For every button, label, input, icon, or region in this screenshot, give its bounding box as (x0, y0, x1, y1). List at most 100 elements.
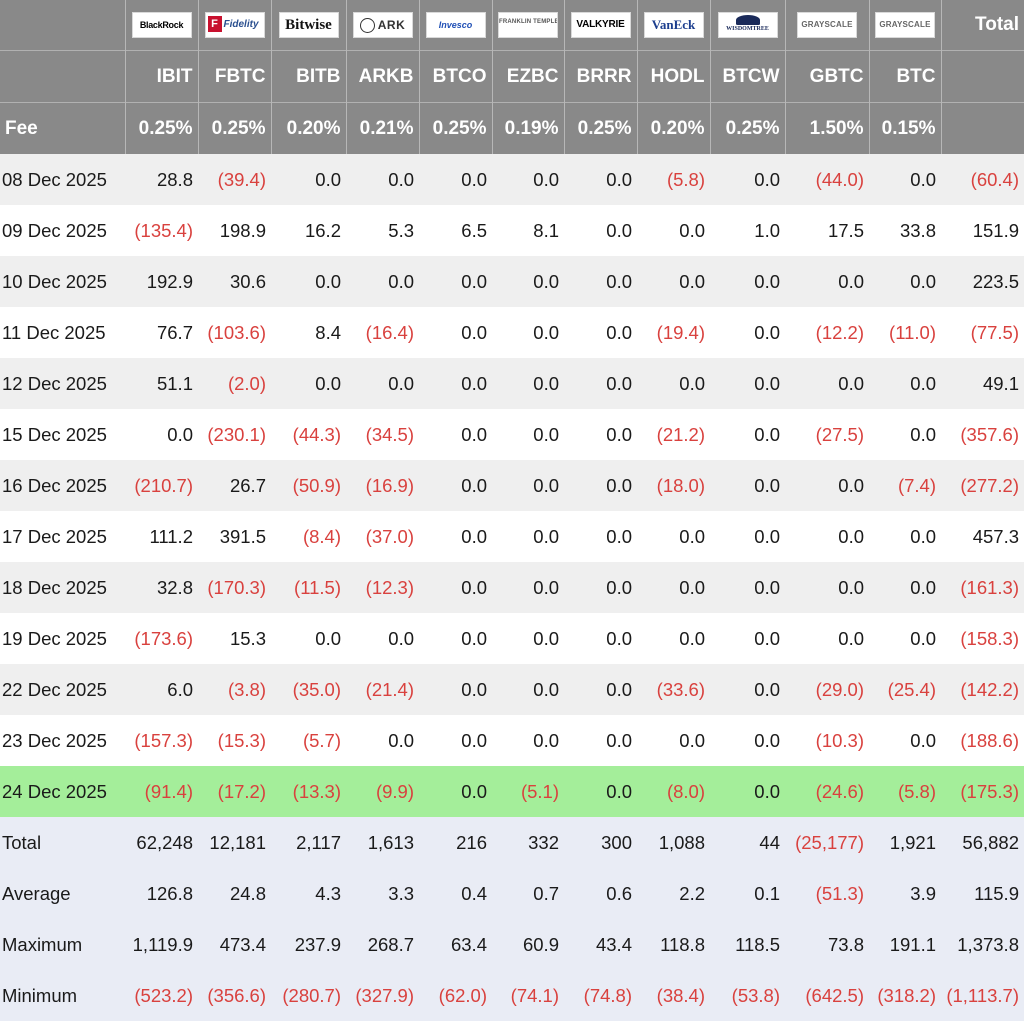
flow-cell: (34.5) (346, 409, 419, 460)
flow-cell: 0.0 (492, 409, 564, 460)
date-cell: 23 Dec 2025 (0, 715, 125, 766)
flow-cell: 0.0 (637, 511, 710, 562)
flow-cell: (13.3) (271, 766, 346, 817)
row-total-cell: (357.6) (941, 409, 1024, 460)
flow-cell: 1,119.9 (125, 919, 198, 970)
flow-cell: 8.1 (492, 205, 564, 256)
flow-cell: 6.0 (125, 664, 198, 715)
flow-cell: (16.9) (346, 460, 419, 511)
flow-cell: (91.4) (125, 766, 198, 817)
row-total-cell: (77.5) (941, 307, 1024, 358)
summary-row: Average 126.8 24.8 4.3 3.3 0.4 0.7 0.6 2.2 0.1 (51… (0, 868, 1024, 919)
flow-row: 16 Dec 2025 (210.7) 26.7 (50.9) (16.9) 0.0 0.0… (0, 460, 1024, 511)
flow-cell: (25.4) (869, 664, 941, 715)
flow-row: 17 Dec 2025 111.2 391.5 (8.4) (37.0) 0.0 0.0 0.… (0, 511, 1024, 562)
flow-cell: 0.0 (785, 358, 869, 409)
flow-cell: 0.0 (564, 205, 637, 256)
flow-cell: 0.0 (564, 613, 637, 664)
flow-cell: 268.7 (346, 919, 419, 970)
flow-cell: 26.7 (198, 460, 271, 511)
flow-row: 09 Dec 2025 (135.4) 198.9 16.2 5.3 6.5 8.1 0.0 0… (0, 205, 1024, 256)
flow-cell: 0.0 (564, 358, 637, 409)
fidelity-wordmark: Fidelity (223, 19, 259, 30)
flow-cell: (37.0) (346, 511, 419, 562)
ticker-header: FBTC (198, 50, 272, 103)
flow-cell: 0.0 (419, 460, 492, 511)
flow-cell: 0.0 (785, 613, 869, 664)
flow-row: 11 Dec 2025 76.7 (103.6) 8.4 (16.4) 0.0 0.0 0.0… (0, 307, 1024, 358)
date-cell: 09 Dec 2025 (0, 205, 125, 256)
flow-cell: (21.2) (637, 409, 710, 460)
row-total-cell: 115.9 (941, 868, 1024, 919)
flow-cell: (29.0) (785, 664, 869, 715)
fee-cell: 0.19% (492, 102, 565, 154)
flow-cell: (356.6) (198, 970, 271, 1021)
tree-icon (735, 15, 760, 25)
date-cell: 10 Dec 2025 (0, 256, 125, 307)
date-cell: 16 Dec 2025 (0, 460, 125, 511)
flow-cell: 0.0 (869, 613, 941, 664)
fidelity-mark: F (207, 16, 222, 33)
fee-cell: 0.25% (125, 102, 199, 154)
flow-cell: 0.0 (564, 154, 637, 205)
grayscale-logo: GRAYSCALE (875, 12, 935, 38)
flow-cell: (33.6) (637, 664, 710, 715)
flow-cell: (3.8) (198, 664, 271, 715)
flow-cell: 0.0 (419, 409, 492, 460)
ticker-header: GBTC (785, 50, 870, 103)
flow-cell: (157.3) (125, 715, 198, 766)
flow-cell: 24.8 (198, 868, 271, 919)
flow-cell: 0.0 (637, 715, 710, 766)
flow-cell: (50.9) (271, 460, 346, 511)
flow-cell: 0.0 (492, 511, 564, 562)
flow-row: 08 Dec 2025 28.8 (39.4) 0.0 0.0 0.0 0.0 0.0 (5.8… (0, 154, 1024, 205)
flow-cell: (8.0) (637, 766, 710, 817)
flow-cell: (11.0) (869, 307, 941, 358)
flow-cell: 0.0 (419, 154, 492, 205)
flow-cell: 0.0 (710, 511, 785, 562)
flow-cell: 63.4 (419, 919, 492, 970)
flow-cell: (15.3) (198, 715, 271, 766)
flow-cell: 3.3 (346, 868, 419, 919)
ticker-row: IBIT FBTC BITB ARKB BTCO EZBC BRRR HODL BTCW GBTC… (0, 50, 1024, 103)
ticker-corner-cell (0, 50, 126, 103)
flow-cell: 391.5 (198, 511, 271, 562)
flow-cell: 0.0 (710, 613, 785, 664)
valkyrie-logo: VALKYRIE (570, 12, 631, 38)
flow-cell: 0.0 (564, 715, 637, 766)
flow-cell: 3.9 (869, 868, 941, 919)
date-cell: 19 Dec 2025 (0, 613, 125, 664)
flow-cell: 0.0 (637, 613, 710, 664)
flow-cell: 332 (492, 817, 564, 868)
flow-cell: 0.0 (419, 256, 492, 307)
flow-cell: (24.6) (785, 766, 869, 817)
flow-cell: (27.5) (785, 409, 869, 460)
flow-cell: (12.3) (346, 562, 419, 613)
flow-cell: 0.0 (271, 154, 346, 205)
flow-cell: 111.2 (125, 511, 198, 562)
flow-cell: 1,921 (869, 817, 941, 868)
flow-cell: (523.2) (125, 970, 198, 1021)
flow-cell: 1,613 (346, 817, 419, 868)
logo-row: BlackRock F Fidelity Bitwise ARK Invesco … (0, 0, 1024, 51)
flow-cell: (74.1) (492, 970, 564, 1021)
summary-label: Total (0, 817, 125, 868)
flow-cell: 0.0 (419, 613, 492, 664)
fee-cell: 0.25% (419, 102, 493, 154)
flow-cell: (170.3) (198, 562, 271, 613)
flow-cell: 76.7 (125, 307, 198, 358)
total-column-header: Total (941, 0, 1024, 51)
flow-cell: (11.5) (271, 562, 346, 613)
ark-wordmark: ARK (377, 18, 406, 32)
flow-cell: 0.0 (710, 154, 785, 205)
row-total-cell: (161.3) (941, 562, 1024, 613)
ticker-total-spacer (941, 50, 1024, 103)
flow-cell: 0.0 (419, 562, 492, 613)
row-total-cell: (60.4) (941, 154, 1024, 205)
flow-cell: (103.6) (198, 307, 271, 358)
date-cell: 24 Dec 2025 (0, 766, 125, 817)
row-total-cell: 56,882 (941, 817, 1024, 868)
ticker-header: EZBC (492, 50, 565, 103)
flow-cell: (39.4) (198, 154, 271, 205)
date-cell: 15 Dec 2025 (0, 409, 125, 460)
